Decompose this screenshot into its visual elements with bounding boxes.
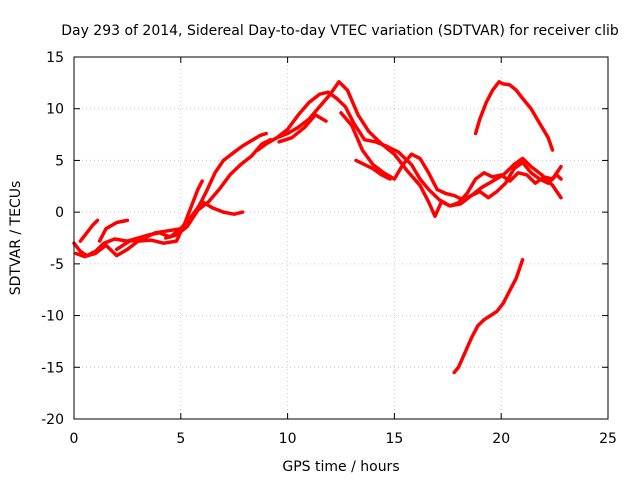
x-tick-label: 5 <box>176 431 185 447</box>
series-arc-8 <box>275 90 563 208</box>
y-axis-label: SDTVAR / TECUs <box>8 181 24 296</box>
chart-title: Day 293 of 2014, Sidereal Day-to-day VTE… <box>61 23 619 39</box>
series-arc-2 <box>74 179 204 259</box>
plot-frame <box>73 56 609 420</box>
x-axis-label: GPS time / hours <box>282 459 399 475</box>
y-tick-label: -5 <box>50 257 64 273</box>
series-arc-13 <box>452 257 525 375</box>
x-tick-label: 25 <box>599 431 617 447</box>
axis-ticks <box>73 56 609 420</box>
series-arc-5 <box>114 200 245 252</box>
x-tick-label: 20 <box>492 431 510 447</box>
series-arc-4 <box>97 218 130 243</box>
y-tick-label: 5 <box>55 153 64 169</box>
x-tick-label: 15 <box>385 431 403 447</box>
y-tick-label: 0 <box>55 205 64 221</box>
series-arc-9 <box>277 113 328 144</box>
y-tick-label: -10 <box>41 309 64 325</box>
x-tick-label: 0 <box>70 431 79 447</box>
series-arc-1 <box>72 131 268 258</box>
data-series <box>72 80 563 375</box>
grid-lines <box>74 57 608 419</box>
series-arc-11 <box>354 158 392 181</box>
tick-labels: 0 5 10 15 20 25 -20 -15 -10 -5 0 5 10 15 <box>41 50 617 447</box>
y-tick-label: 10 <box>46 102 64 118</box>
series-arc-3 <box>78 218 100 243</box>
y-tick-label: -15 <box>41 360 64 376</box>
series-arc-7 <box>255 80 563 219</box>
series-arc-6 <box>164 137 273 240</box>
x-tick-label: 10 <box>279 431 297 447</box>
series-arc-12 <box>473 80 555 152</box>
y-tick-label: -20 <box>41 412 64 428</box>
y-tick-label: 15 <box>46 50 64 66</box>
series-arc-10 <box>339 111 563 202</box>
